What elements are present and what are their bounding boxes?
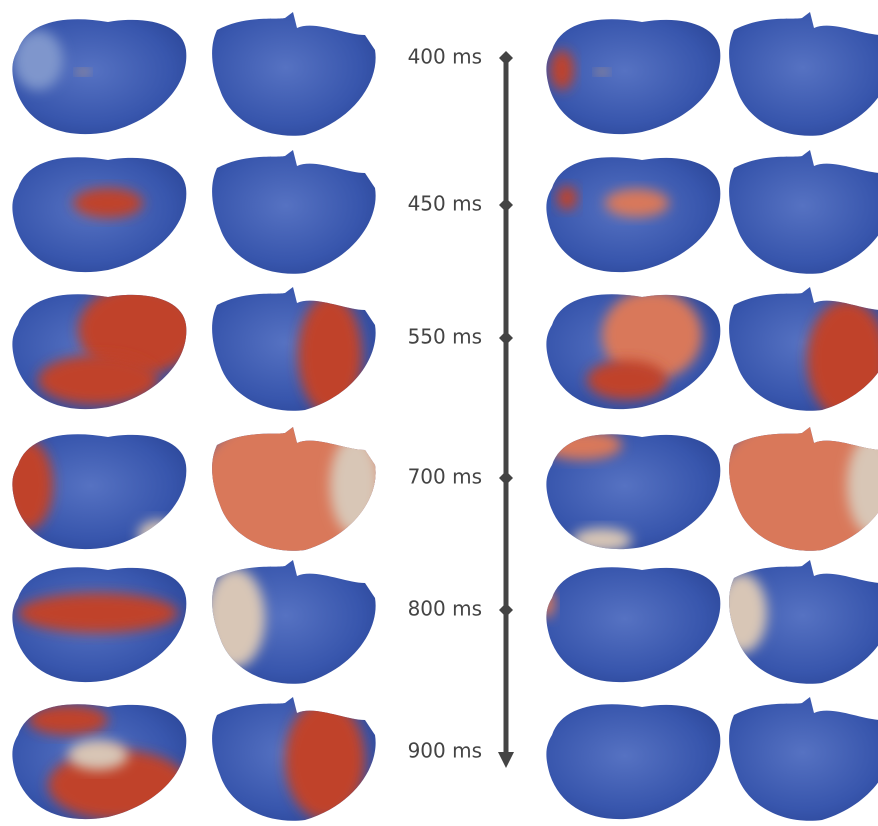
heart-surface (546, 704, 720, 819)
heart (212, 12, 376, 136)
activation-region (13, 30, 63, 90)
figure: 400 ms 450 ms 550 ms 700 ms 800 ms 900 ms (0, 0, 878, 826)
activation-region (38, 355, 158, 405)
activation-region (298, 295, 362, 415)
activation-region (717, 573, 767, 653)
heart (712, 410, 878, 570)
timeline-tick (499, 603, 513, 617)
activation-region (68, 740, 128, 770)
heart (542, 430, 720, 552)
heart (12, 285, 198, 409)
heart (729, 150, 878, 274)
timeline-arrowhead (498, 752, 514, 768)
heart (717, 560, 878, 684)
activation-region (605, 189, 669, 217)
timeline: 400 ms 450 ms 550 ms 700 ms 800 ms 900 ms (408, 45, 514, 769)
activation-pattern (73, 188, 143, 218)
heart-surface (212, 150, 376, 274)
activation-pattern (205, 568, 265, 668)
heart-surface (212, 12, 376, 136)
heart (195, 410, 395, 570)
timeline-tick (499, 51, 513, 65)
activation-pattern (18, 593, 178, 633)
heart (212, 287, 376, 415)
activation-pattern (717, 573, 767, 653)
time-label: 800 ms (408, 597, 482, 621)
activation-region (285, 700, 365, 820)
time-label: 450 ms (408, 192, 482, 216)
activation-region (205, 568, 265, 668)
heart (546, 157, 720, 272)
activation-pattern (298, 295, 362, 415)
heart (205, 560, 376, 684)
activation-pattern (539, 588, 555, 618)
activation-region (550, 50, 574, 90)
time-label: 550 ms (408, 325, 482, 349)
activation-region (587, 360, 667, 400)
activation-region (77, 69, 89, 75)
activation-region (73, 188, 143, 218)
timeline-tick (499, 331, 513, 345)
time-label: 400 ms (408, 45, 482, 69)
heart (546, 19, 720, 134)
heart (546, 290, 720, 409)
activation-region (28, 705, 108, 735)
activation-region (539, 588, 555, 618)
activation-region (596, 69, 608, 75)
heart (546, 704, 720, 819)
heart (212, 150, 376, 274)
activation-pattern (195, 410, 395, 570)
heart (729, 697, 878, 821)
heart (12, 567, 186, 682)
activation-region (138, 520, 178, 550)
activation-region (542, 430, 622, 460)
heart-surface (729, 150, 878, 274)
heart (12, 19, 186, 134)
activation-region (572, 528, 632, 552)
heart (3, 434, 186, 550)
heart (212, 697, 376, 821)
heart (539, 567, 720, 682)
activation-pattern (712, 410, 878, 570)
heart (729, 287, 878, 420)
heart-surface (729, 12, 878, 136)
activation-region (18, 593, 178, 633)
heart (729, 12, 878, 136)
heart-surface (729, 697, 878, 821)
activation-region (3, 440, 53, 530)
time-label: 900 ms (408, 739, 482, 763)
activation-pattern (285, 700, 365, 820)
timeline-tick (499, 198, 513, 212)
time-label: 700 ms (408, 465, 482, 489)
timeline-tick (499, 471, 513, 485)
heart-surface (546, 567, 720, 682)
heart (12, 704, 188, 820)
heart-grid (3, 12, 878, 821)
activation-region (330, 435, 380, 535)
activation-region (557, 186, 577, 210)
heart (12, 157, 186, 272)
